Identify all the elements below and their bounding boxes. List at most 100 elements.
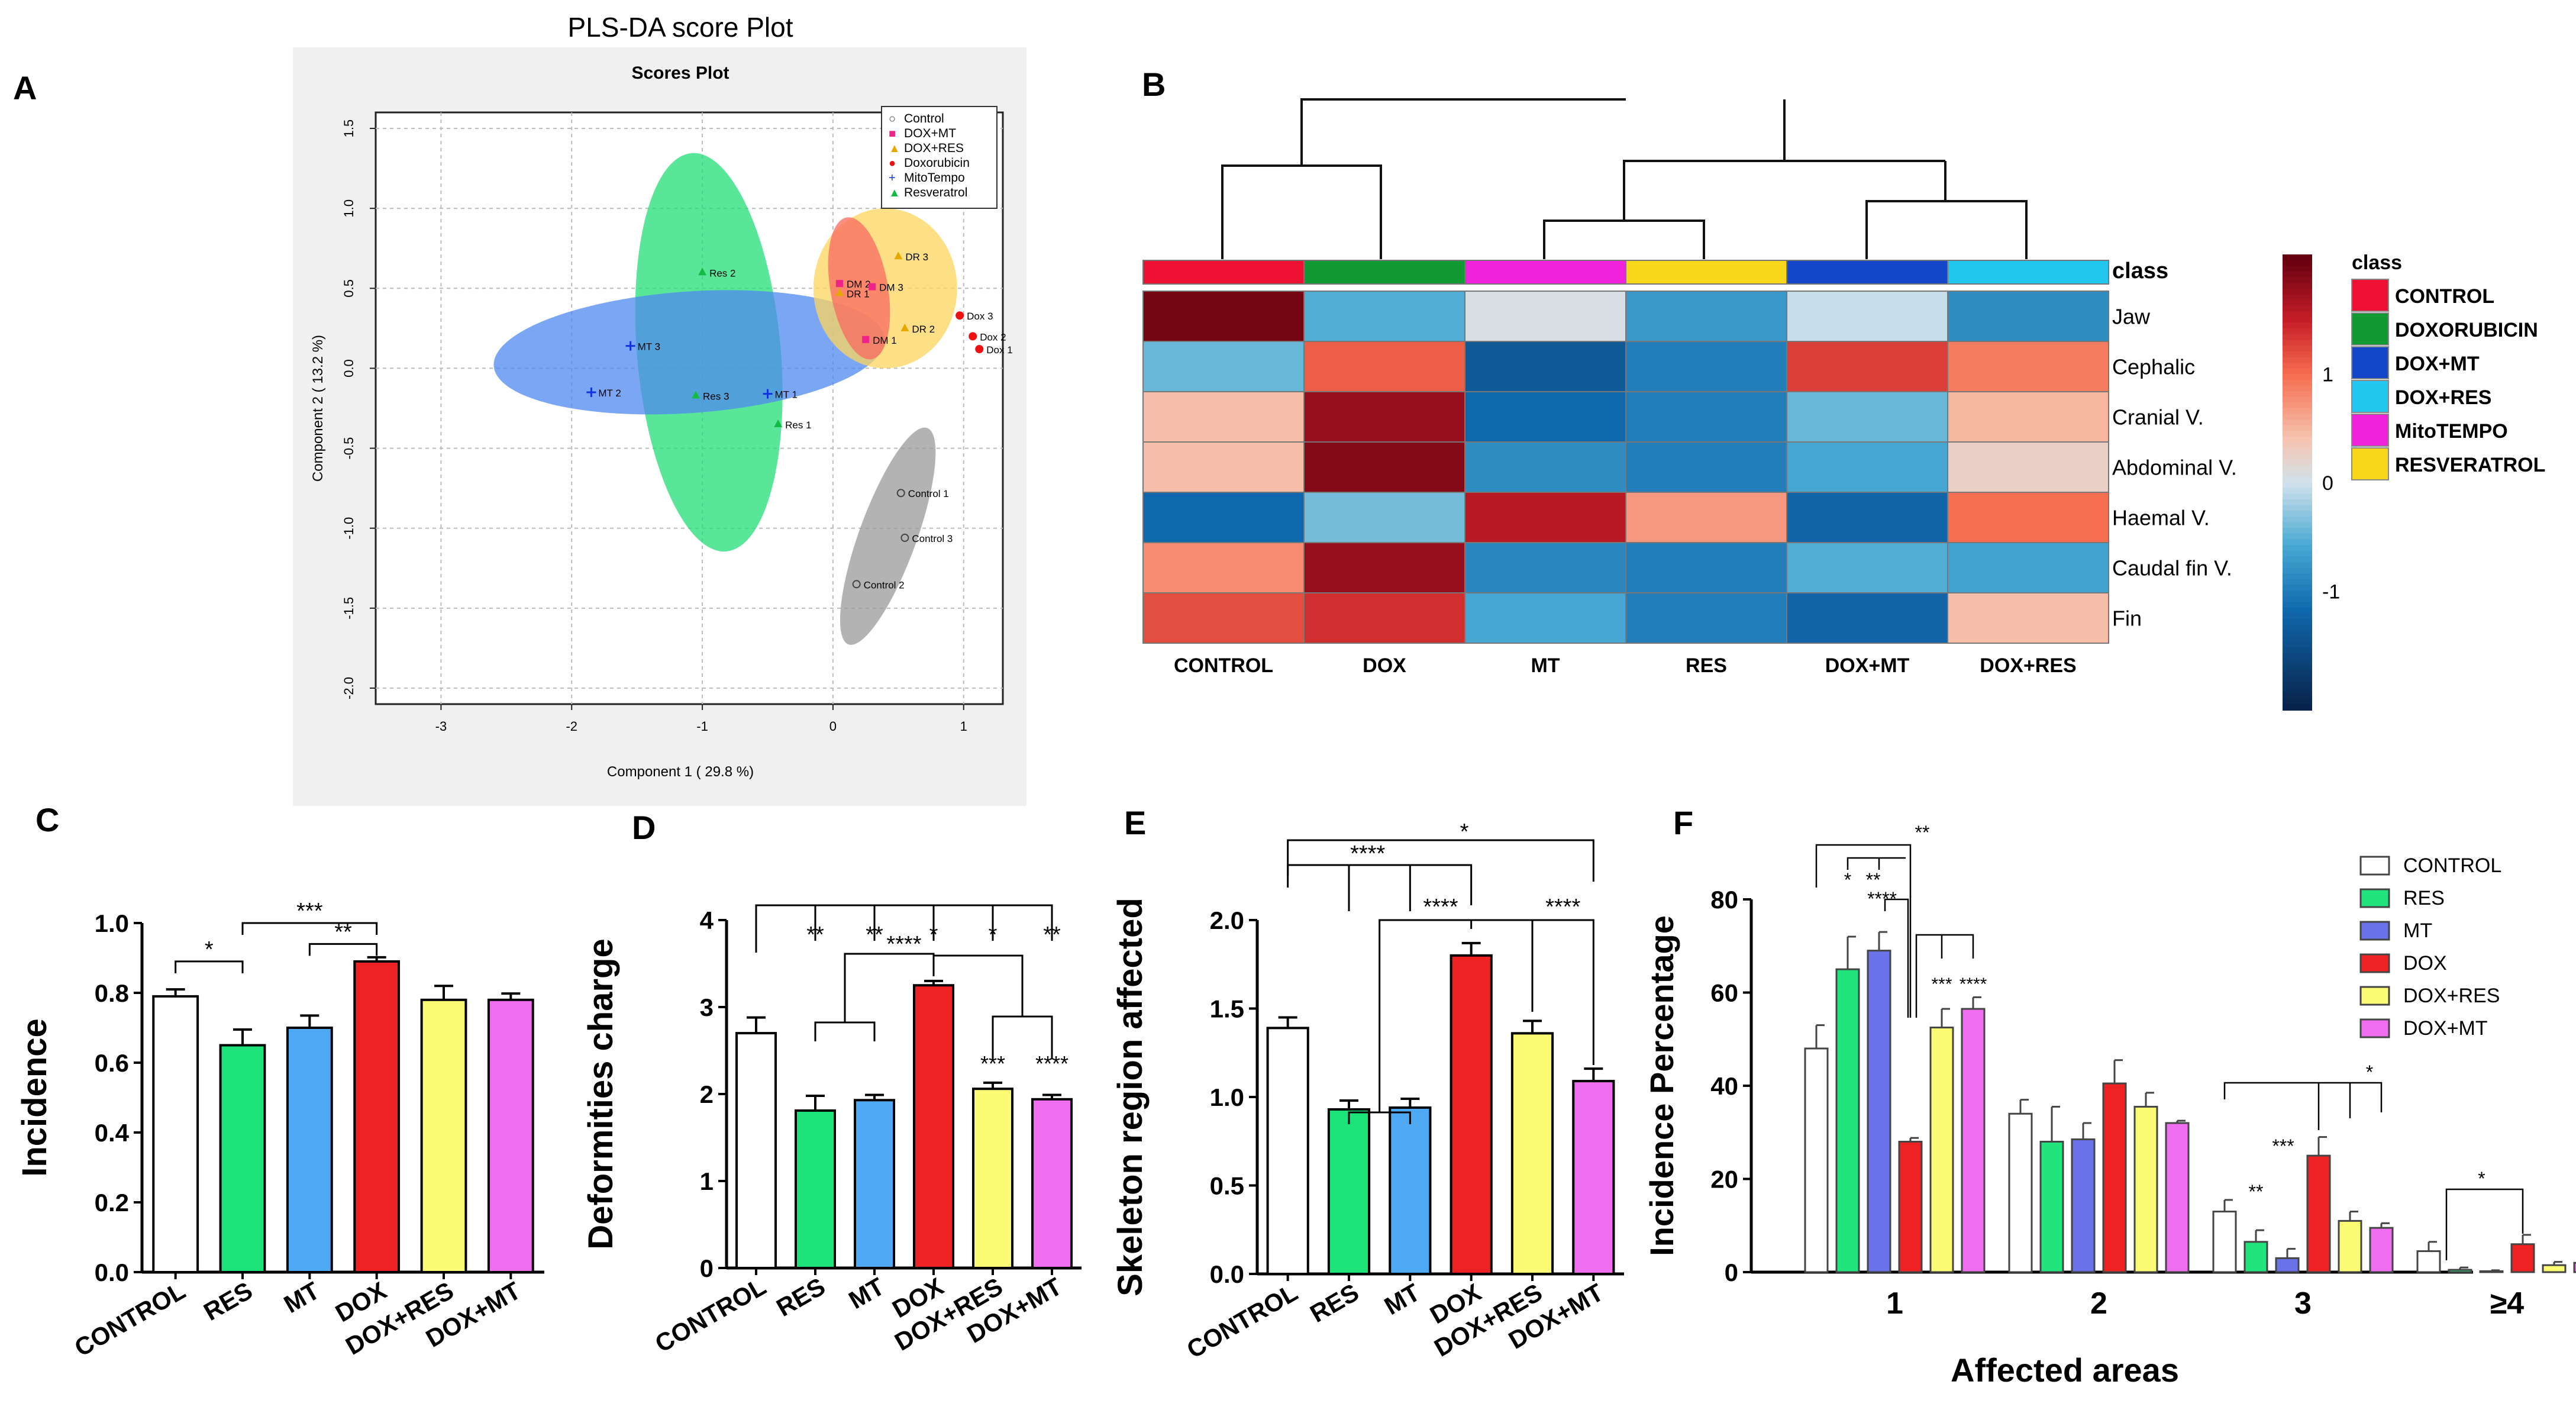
color-scale-step [2283, 448, 2312, 454]
score-point [763, 389, 773, 399]
heatmap-cell [1786, 492, 1948, 543]
y-axis-label: Incidence Percentage [1643, 915, 1680, 1256]
color-scale-step [2283, 271, 2312, 278]
class-legend-label: DOX+RES [2395, 386, 2491, 409]
color-scale-step [2283, 562, 2312, 569]
color-scale-step [2283, 260, 2312, 267]
heatmap-cell [1625, 391, 1787, 443]
heatmap-cell [1947, 492, 2109, 543]
significance-mark: ** [2249, 1181, 2264, 1202]
y-axis-label: Deformities charge [582, 938, 620, 1249]
y-tick-label: 1.0 [1210, 1083, 1244, 1111]
y-tick-label: 1.0 [341, 199, 356, 218]
significance-mark: * [1844, 869, 1851, 890]
class-legend-title: class [2352, 251, 2402, 274]
color-scale-step [2283, 294, 2312, 301]
class-bar-label: class [2112, 259, 2168, 283]
color-scale-step [2283, 539, 2312, 546]
panel-label-e: E [1124, 804, 1146, 841]
score-point-label: DM 1 [873, 335, 897, 346]
heatmap-row-label: Fin [2112, 606, 2142, 631]
score-point [862, 335, 870, 343]
color-scale-step [2283, 573, 2312, 580]
color-scale-step [2283, 288, 2312, 295]
color-scale-step [2283, 340, 2312, 346]
score-point-label: Dox 2 [980, 331, 1006, 343]
color-scale-step [2283, 420, 2312, 426]
heatmap-column-label: DOX [1363, 654, 1406, 677]
color-scale-step [2283, 362, 2312, 369]
color-scale-step [2283, 522, 2312, 528]
y-tick-label: 2.0 [1210, 906, 1244, 934]
heatmap-cell [1947, 542, 2109, 593]
bar-dox [353, 960, 401, 1273]
y-tick-label: 0 [700, 1254, 714, 1282]
legend-label: MT [2403, 919, 2432, 942]
bar-control [2416, 1250, 2441, 1273]
color-scale-step [2283, 664, 2312, 671]
x-tick-label: 1 [960, 719, 967, 734]
class-legend-label: DOXORUBICIN [2395, 319, 2538, 341]
color-scale-step [2283, 374, 2312, 380]
significance-bracket [241, 922, 378, 935]
class-legend-label: CONTROL [2395, 285, 2494, 308]
class-bar-segment [1464, 260, 1626, 285]
x-tick-label: MT [844, 1272, 889, 1314]
heatmap-cell [1625, 341, 1787, 392]
score-point-label: DM 3 [879, 282, 903, 293]
y-tick-label: 0 [1725, 1259, 1738, 1286]
significance-bracket [308, 943, 378, 956]
legend-label: DOX+MT [2403, 1017, 2488, 1040]
panel-label-d: D [632, 809, 656, 846]
heatmap-cell [1947, 391, 2109, 443]
legend-label: Resveratrol [904, 186, 967, 199]
bar-dox [1898, 1141, 1923, 1273]
score-point-label: DR 3 [905, 251, 928, 263]
color-scale-step [2283, 493, 2312, 500]
score-point [900, 323, 909, 331]
y-tick-label: -2.0 [341, 677, 356, 699]
heatmap-cell [1303, 341, 1465, 392]
heatmap-cell [1142, 441, 1305, 493]
heatmap-cell [1303, 542, 1465, 593]
heatmap-column-label: CONTROL [1174, 654, 1273, 677]
color-scale-step [2283, 659, 2312, 665]
heatmap-cell [1303, 441, 1465, 493]
heatmap-row-label: Jaw [2112, 305, 2151, 329]
color-scale-step [2283, 505, 2312, 512]
color-scale-step [2283, 488, 2312, 495]
bar-control [2212, 1211, 2237, 1273]
heatmap-cell [1142, 592, 1305, 644]
color-scale-step [2283, 391, 2312, 398]
heatmap-cell [1625, 291, 1787, 342]
color-scale-step [2283, 499, 2312, 506]
x-tick-label: -1 [696, 719, 708, 734]
legend-marker: ● [889, 157, 896, 170]
score-point-label: MT 1 [775, 389, 798, 401]
class-bar-segment [1947, 260, 2109, 285]
bar-res [2243, 1241, 2268, 1273]
bar-res [2448, 1269, 2472, 1273]
score-point-label: MT 3 [638, 341, 660, 353]
score-point-label: Res 1 [785, 420, 811, 431]
bar-mt [854, 1099, 895, 1270]
y-tick-label: 2 [700, 1080, 714, 1108]
bar-dox+res [1510, 1032, 1554, 1275]
score-point-label: Dox 1 [986, 344, 1012, 356]
heatmap-cell [1947, 291, 2109, 342]
significance-bracket [1471, 919, 1594, 1065]
color-scale-step [2283, 567, 2312, 574]
bar-dox+res [2338, 1219, 2362, 1273]
significance-bracket [1287, 864, 1473, 911]
score-point-label: DR 1 [847, 288, 870, 299]
legend-swatch [2359, 856, 2390, 876]
legend-marker: ▲ [889, 142, 900, 155]
significance-mark: * [1460, 819, 1469, 844]
bar-control [1266, 1027, 1309, 1275]
color-scale-step [2283, 300, 2312, 306]
heatmap-row-label: Caudal fin V. [2112, 556, 2232, 580]
bar-res [1327, 1108, 1371, 1276]
class-bar-segment [1625, 260, 1787, 285]
color-scale-step [2283, 408, 2312, 415]
score-plot-legend: ○ Control ■ DOX+MT ▲ DOX+RES ● Doxorubicin + Mito… [881, 106, 998, 209]
